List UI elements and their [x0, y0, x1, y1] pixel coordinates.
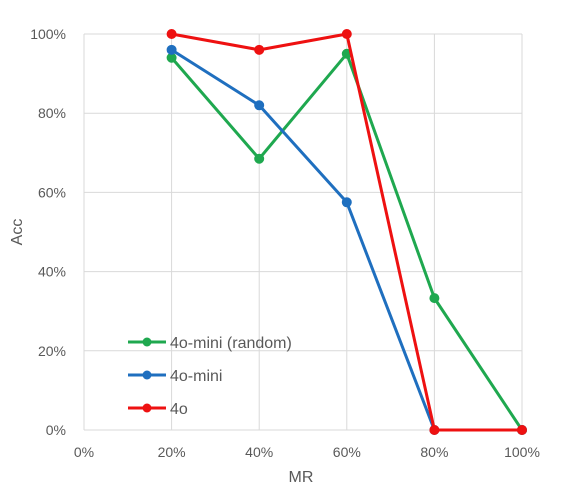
data-point	[166, 29, 177, 39]
data-point	[341, 29, 352, 39]
x-axis-title: MR	[289, 469, 314, 486]
series-group	[166, 29, 527, 435]
x-tick-label: 80%	[420, 444, 448, 460]
y-tick-label: 40%	[38, 264, 66, 280]
data-point	[254, 153, 265, 164]
y-tick-label: 100%	[30, 26, 66, 42]
data-point	[517, 425, 527, 435]
legend-swatch-marker	[142, 337, 152, 347]
x-axis-ticks: 0% 20% 40% 60% 80% 100%	[74, 444, 540, 460]
x-tick-label: 40%	[245, 444, 273, 460]
x-tick-label: 0%	[74, 444, 94, 460]
data-point	[254, 44, 265, 55]
legend-item: 4o-mini (random)	[128, 335, 292, 352]
y-tick-label: 60%	[38, 184, 66, 200]
legend-swatch-marker	[142, 370, 152, 380]
legend: 4o-mini (random) 4o-mini 4o	[128, 335, 292, 418]
x-tick-label: 100%	[504, 444, 540, 460]
data-point	[254, 100, 265, 111]
legend-swatch-marker	[142, 403, 152, 413]
y-tick-label: 20%	[38, 343, 66, 359]
grid	[83, 33, 523, 431]
data-point	[166, 44, 177, 55]
legend-label: 4o-mini (random)	[170, 335, 292, 352]
y-axis-title: Acc	[9, 219, 26, 246]
x-tick-label: 60%	[333, 444, 361, 460]
data-point	[341, 197, 352, 208]
x-tick-label: 20%	[158, 444, 186, 460]
legend-label: 4o-mini	[170, 368, 222, 385]
series-2	[166, 29, 527, 435]
legend-label: 4o	[170, 401, 188, 418]
y-tick-label: 80%	[38, 105, 66, 121]
data-point	[429, 425, 440, 435]
y-axis-ticks: 0% 20% 40% 60% 80% 100%	[30, 26, 66, 438]
y-tick-label: 0%	[46, 422, 66, 438]
legend-item: 4o-mini	[128, 368, 222, 385]
data-point	[429, 293, 440, 304]
legend-item: 4o	[128, 401, 188, 418]
